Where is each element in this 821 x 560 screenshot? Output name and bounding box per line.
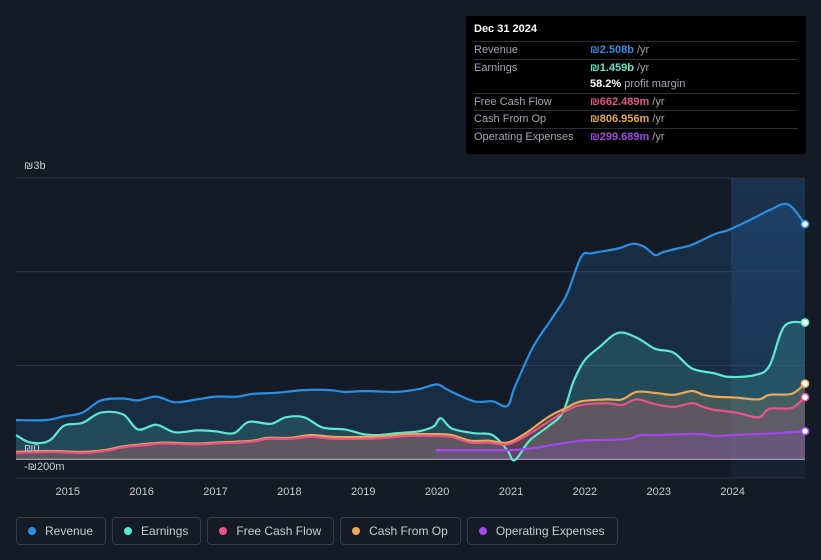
x-axis-labels: 2015 2016 2017 2018 2019 2020 2021 2022 2023 2024 xyxy=(55,486,744,498)
operating-expenses-end-dot xyxy=(800,426,810,436)
cash-from-op-end-dot xyxy=(800,379,810,388)
y-tick-label: -₪200m xyxy=(24,461,65,473)
tooltip-row-unit: /yr xyxy=(652,130,665,143)
legend-label: Free Cash Flow xyxy=(236,524,322,538)
tooltip-row-value: ₪662.489m xyxy=(590,95,650,108)
earnings-line xyxy=(15,320,806,462)
tooltip-row: 58.2% profit margin xyxy=(474,76,798,93)
tooltip-row-label: Cash From Op xyxy=(474,113,547,126)
x-tick-label: 2018 xyxy=(277,486,301,498)
legend-item[interactable]: Operating Expenses xyxy=(466,517,618,545)
x-tick-label: 2017 xyxy=(203,486,227,498)
tooltip-row-unit: /yr xyxy=(652,95,665,108)
tooltip-row-unit: /yr xyxy=(652,113,665,126)
tooltip-row-unit: profit margin xyxy=(624,78,686,91)
tooltip-row-value: ₪2.508b xyxy=(590,44,634,57)
financial-chart: ₪3b ₪0 -₪200m 2015 2016 2017 2018 2019 2020 2021… xyxy=(15,160,810,498)
legend-item[interactable]: Cash From Op xyxy=(340,517,461,545)
revenue-end-dot xyxy=(800,219,810,229)
x-tick-label: 2015 xyxy=(55,486,79,498)
chart-legend: Revenue Earnings Free Cash Flow Cash From O… xyxy=(16,517,618,545)
tooltip-row-label: Free Cash Flow xyxy=(474,95,552,108)
series-lines xyxy=(15,202,806,462)
legend-label: Revenue xyxy=(45,524,94,538)
free-cash-flow-end-dot xyxy=(800,392,810,402)
earnings-area xyxy=(16,321,805,461)
legend-label: Earnings xyxy=(141,524,189,538)
tooltip-row: Earnings ₪1.459b/yr xyxy=(474,58,798,77)
tooltip-row-label: Operating Expenses xyxy=(474,130,574,143)
operating-expenses-line xyxy=(435,430,806,452)
tooltip-row: Cash From Op ₪806.956m/yr xyxy=(474,110,798,128)
x-tick-label: 2022 xyxy=(573,486,597,498)
legend-dot-icon xyxy=(478,527,487,535)
tooltip-row-value: ₪299.689m xyxy=(590,130,650,143)
grid-lines xyxy=(16,177,805,479)
tooltip-row-value: 58.2% xyxy=(590,78,622,91)
tooltip-row-unit: /yr xyxy=(636,44,650,57)
legend-dot-icon xyxy=(352,527,361,535)
tooltip-date: Dec 31 2024 xyxy=(474,23,537,35)
highlight-region xyxy=(731,178,805,478)
y-axis-labels: ₪3b ₪0 -₪200m xyxy=(24,160,65,473)
legend-dot-icon xyxy=(28,527,36,535)
series-end-dots xyxy=(800,219,810,436)
tooltip-row-value: ₪806.956m xyxy=(590,113,650,126)
tooltip-row: Operating Expenses ₪299.689m/yr xyxy=(474,127,798,146)
tooltip-row-unit: /yr xyxy=(636,61,650,74)
tooltip-row: Free Cash Flow ₪662.489m/yr xyxy=(474,92,798,111)
tooltip-row-label: Earnings xyxy=(474,61,518,74)
legend-label: Operating Expenses xyxy=(495,524,605,538)
x-tick-label: 2020 xyxy=(425,486,449,498)
legend-label: Cash From Op xyxy=(369,524,448,538)
legend-item[interactable]: Free Cash Flow xyxy=(207,517,335,545)
legend-dot-icon xyxy=(124,527,133,535)
tooltip-panel: Dec 31 2024 Revenue ₪2.508b/yr Earnings ₪1.… xyxy=(466,16,806,154)
x-tick-label: 2024 xyxy=(720,486,744,498)
operating-expenses-area xyxy=(435,431,805,460)
revenue-area xyxy=(16,203,805,460)
x-tick-label: 2016 xyxy=(129,486,153,498)
legend-dot-icon xyxy=(219,527,228,535)
legend-item[interactable]: Earnings xyxy=(112,517,202,545)
tooltip-row-value: ₪1.459b xyxy=(590,61,634,74)
x-tick-label: 2019 xyxy=(351,486,375,498)
revenue-line xyxy=(15,202,806,422)
series-areas xyxy=(16,203,805,461)
earnings-end-dot xyxy=(800,318,810,327)
free-cash-flow-line xyxy=(15,396,806,455)
y-tick-label: ₪0 xyxy=(24,442,39,454)
legend-item[interactable]: Revenue xyxy=(16,517,107,545)
x-tick-label: 2021 xyxy=(499,486,523,498)
y-tick-label: ₪3b xyxy=(24,160,46,172)
x-tick-label: 2023 xyxy=(646,486,670,498)
tooltip-row-label: Revenue xyxy=(474,44,519,57)
tooltip-row: Revenue ₪2.508b/yr xyxy=(474,41,798,59)
